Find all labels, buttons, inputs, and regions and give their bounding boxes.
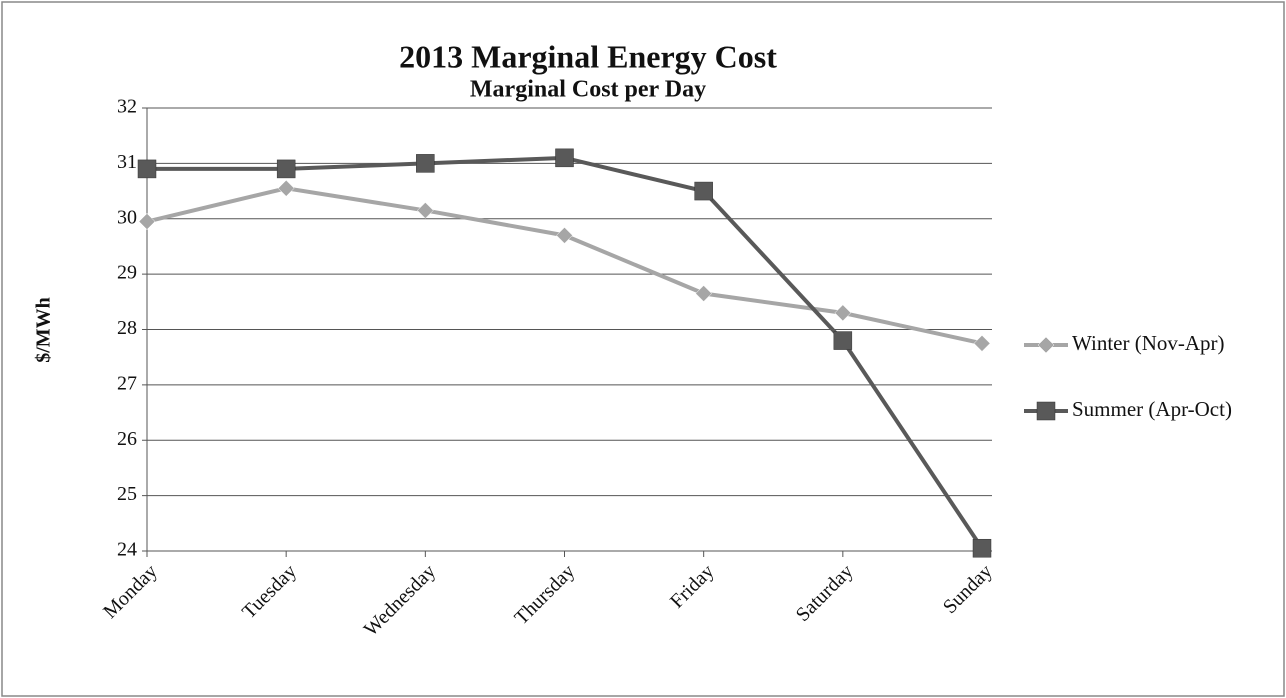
data-point	[416, 202, 434, 219]
data-point	[973, 334, 991, 352]
y-tick-label: 25	[117, 483, 137, 505]
y-tick-label: 32	[117, 96, 137, 118]
data-point	[695, 285, 713, 302]
data-point	[555, 148, 574, 168]
chart-subtitle: Marginal Cost per Day	[470, 77, 706, 103]
data-point	[972, 538, 992, 558]
data-point	[833, 331, 853, 350]
y-axis-label: $/MWh	[33, 297, 55, 363]
y-tick-label: 28	[117, 317, 137, 339]
data-point	[277, 179, 295, 197]
chart-title: 2013 Marginal Energy Cost	[399, 38, 777, 74]
y-tick-label: 30	[117, 206, 137, 228]
data-point	[556, 227, 573, 244]
data-point	[694, 181, 713, 201]
y-tick-label: 27	[117, 372, 137, 394]
data-point	[276, 159, 296, 179]
data-point	[138, 213, 156, 230]
legend-marker	[1036, 401, 1056, 421]
legend-label: Winter (Nov-Apr)	[1072, 331, 1225, 355]
y-tick-label: 29	[117, 262, 137, 284]
legend-marker	[1037, 336, 1055, 354]
y-tick-label: 31	[117, 151, 137, 173]
data-point	[834, 304, 852, 322]
data-point	[416, 154, 435, 173]
y-tick-label: 24	[117, 539, 137, 561]
legend-label: Summer (Apr-Oct)	[1072, 397, 1232, 421]
y-tick-label: 26	[117, 428, 137, 450]
data-point	[137, 159, 157, 179]
